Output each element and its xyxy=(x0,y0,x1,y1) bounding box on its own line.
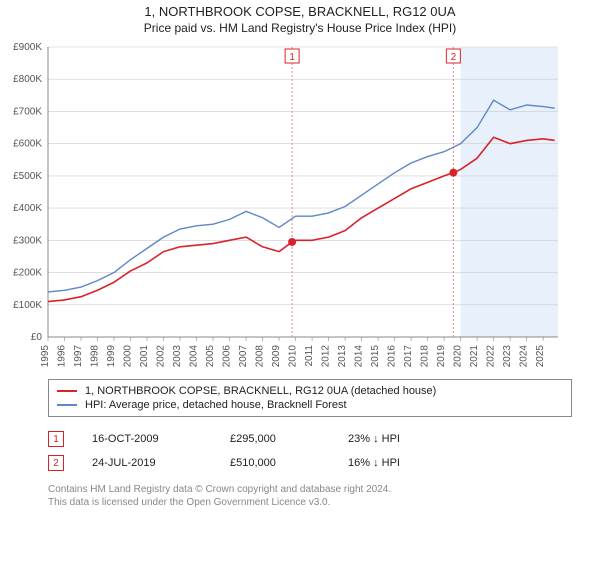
svg-text:2010: 2010 xyxy=(288,345,299,368)
svg-text:1: 1 xyxy=(289,52,295,63)
svg-text:2: 2 xyxy=(451,52,457,63)
legend-swatch xyxy=(57,390,77,392)
svg-text:2015: 2015 xyxy=(370,345,381,368)
event-row: 2 24-JUL-2019 £510,000 16% ↓ HPI xyxy=(48,451,572,475)
event-price: £295,000 xyxy=(230,433,320,445)
legend-item: 1, NORTHBROOK COPSE, BRACKNELL, RG12 0UA… xyxy=(57,384,563,398)
footer: Contains HM Land Registry data © Crown c… xyxy=(48,483,572,509)
svg-text:2016: 2016 xyxy=(387,345,398,368)
svg-text:2009: 2009 xyxy=(271,345,282,368)
event-delta: 23% ↓ HPI xyxy=(348,433,400,445)
svg-text:2007: 2007 xyxy=(238,345,249,368)
svg-text:2005: 2005 xyxy=(205,345,216,368)
svg-text:2019: 2019 xyxy=(436,345,447,368)
svg-text:2012: 2012 xyxy=(321,345,332,368)
event-delta: 16% ↓ HPI xyxy=(348,457,400,469)
svg-text:2020: 2020 xyxy=(453,345,464,368)
chart-container: £0 £100K £200K £300K £400K £500K £600K £700K £80… xyxy=(0,41,600,371)
event-price: £510,000 xyxy=(230,457,320,469)
legend-label: 1, NORTHBROOK COPSE, BRACKNELL, RG12 0UA… xyxy=(85,385,436,397)
svg-text:2017: 2017 xyxy=(403,345,414,368)
svg-text:2014: 2014 xyxy=(354,345,365,368)
page-subtitle: Price paid vs. HM Land Registry's House … xyxy=(0,21,600,35)
event-date: 24-JUL-2019 xyxy=(92,457,202,469)
svg-text:£600K: £600K xyxy=(13,139,42,150)
legend-item: HPI: Average price, detached house, Brac… xyxy=(57,398,563,412)
svg-text:£200K: £200K xyxy=(13,268,42,279)
svg-text:£100K: £100K xyxy=(13,300,42,311)
svg-text:1999: 1999 xyxy=(106,345,117,368)
event-row: 1 16-OCT-2009 £295,000 23% ↓ HPI xyxy=(48,427,572,451)
svg-text:2024: 2024 xyxy=(519,345,530,368)
svg-text:£0: £0 xyxy=(31,332,43,343)
svg-text:2013: 2013 xyxy=(337,345,348,368)
svg-text:2022: 2022 xyxy=(486,345,497,368)
event-badge: 2 xyxy=(48,455,64,471)
legend: 1, NORTHBROOK COPSE, BRACKNELL, RG12 0UA… xyxy=(48,379,572,417)
event-table: 1 16-OCT-2009 £295,000 23% ↓ HPI 2 24-JUL-201… xyxy=(48,427,572,475)
legend-label: HPI: Average price, detached house, Brac… xyxy=(85,399,347,411)
svg-text:2004: 2004 xyxy=(189,345,200,368)
footer-line-1: Contains HM Land Registry data © Crown c… xyxy=(48,483,572,496)
price-chart: £0 £100K £200K £300K £400K £500K £600K £700K £80… xyxy=(0,41,560,371)
svg-text:2001: 2001 xyxy=(139,345,150,368)
svg-text:£500K: £500K xyxy=(13,171,42,182)
svg-text:2025: 2025 xyxy=(535,345,546,368)
svg-text:2003: 2003 xyxy=(172,345,183,368)
svg-text:1997: 1997 xyxy=(73,345,84,368)
svg-text:£300K: £300K xyxy=(13,235,42,246)
svg-text:£400K: £400K xyxy=(13,203,42,214)
svg-text:2002: 2002 xyxy=(156,345,167,368)
svg-text:2000: 2000 xyxy=(123,345,134,368)
svg-text:2011: 2011 xyxy=(304,345,315,367)
svg-text:2008: 2008 xyxy=(255,345,266,368)
svg-text:1995: 1995 xyxy=(40,345,51,368)
event-date: 16-OCT-2009 xyxy=(92,433,202,445)
svg-text:1998: 1998 xyxy=(90,345,101,368)
svg-text:2018: 2018 xyxy=(420,345,431,368)
svg-text:2023: 2023 xyxy=(502,345,513,368)
svg-text:2021: 2021 xyxy=(469,345,480,368)
page-title: 1, NORTHBROOK COPSE, BRACKNELL, RG12 0UA xyxy=(0,4,600,19)
footer-line-2: This data is licensed under the Open Gov… xyxy=(48,496,572,509)
svg-text:2006: 2006 xyxy=(222,345,233,368)
svg-text:£900K: £900K xyxy=(13,42,42,53)
legend-swatch xyxy=(57,404,77,406)
svg-text:£700K: £700K xyxy=(13,106,42,117)
svg-text:£800K: £800K xyxy=(13,74,42,85)
svg-text:1996: 1996 xyxy=(57,345,68,368)
event-badge: 1 xyxy=(48,431,64,447)
